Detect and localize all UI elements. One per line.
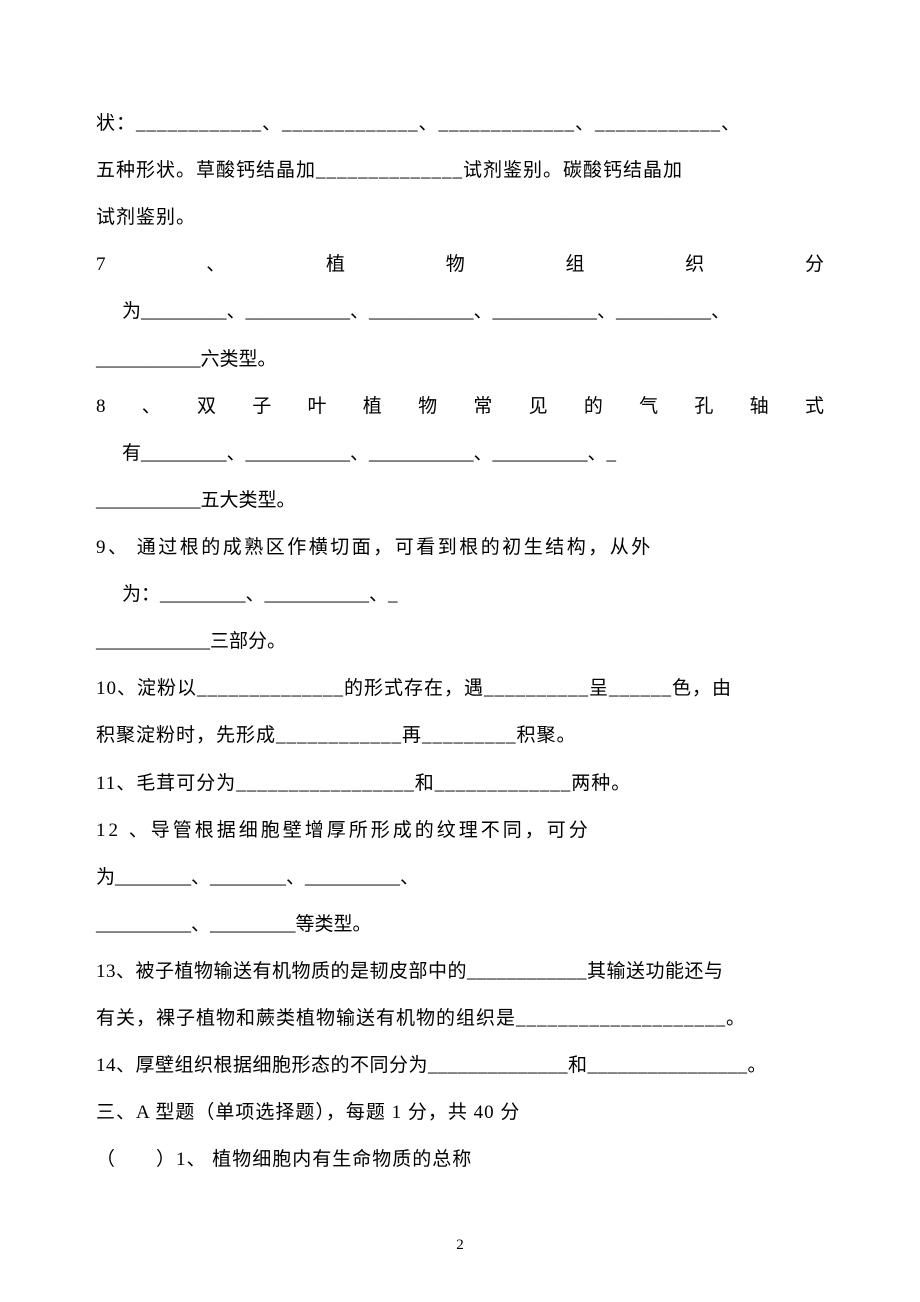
spread-char: 8	[96, 383, 106, 430]
question-10-line-1: 10、淀粉以______________的形式存在，遇__________呈__…	[96, 665, 824, 712]
question-9-line-1: 9、 通过根的成熟区作横切面，可看到根的初生结构，从外	[96, 524, 824, 571]
spread-char: 常	[473, 383, 492, 430]
spread-char: 叶	[308, 383, 327, 430]
question-14-line-1: 14、厚壁组织根据细胞形态的不同分为______________和_______…	[96, 1042, 824, 1089]
spread-char: 分	[805, 241, 824, 288]
page-number: 2	[456, 1237, 464, 1254]
spread-char: 子	[252, 383, 271, 430]
spread-char: 物	[418, 383, 437, 430]
spread-char: 7	[96, 241, 106, 288]
spread-char: 植	[363, 383, 382, 430]
question-8-line-2: 有_________、___________、___________、_____…	[96, 430, 824, 477]
spread-char: 织	[685, 241, 704, 288]
spread-char: 孔	[694, 383, 713, 430]
question-10-line-2: 积聚淀粉时，先形成____________再_________积聚。	[96, 712, 824, 759]
question-13-line-1: 13、被子植物输送有机物质的是韧皮部中的____________其输送功能还与	[96, 948, 824, 995]
question-6-line-3: 试剂鉴别。	[96, 194, 824, 241]
question-13-line-2: 有关，裸子植物和蕨类植物输送有机物的组织是___________________…	[96, 995, 824, 1042]
question-11-line-1: 11、毛茸可分为_________________和_____________两…	[96, 760, 824, 807]
spread-char: 式	[805, 383, 824, 430]
question-12-line-2: 为________、________、__________、	[96, 854, 824, 901]
question-8-line-3: ___________五大类型。	[96, 477, 824, 524]
question-12-line-1: 12 、导管根据细胞壁增厚所形成的纹理不同，可分	[96, 807, 824, 854]
spread-char: 物	[446, 241, 465, 288]
question-7-line-3: ___________六类型。	[96, 336, 824, 383]
spread-char: 、	[206, 241, 225, 288]
spread-char: 双	[197, 383, 216, 430]
spread-char: 气	[639, 383, 658, 430]
multiple-choice-question-1: （ ）1、 植物细胞内有生命物质的总称	[96, 1136, 824, 1183]
question-9-line-2: 为：_________、___________、_	[96, 571, 824, 618]
question-7-line-2: 为_________、___________、___________、_____…	[96, 288, 824, 335]
section-3-title: 三、A 型题（单项选择题），每题 1 分，共 40 分	[96, 1089, 824, 1136]
spread-char: 植	[326, 241, 345, 288]
spread-char: 的	[584, 383, 603, 430]
spread-char: 轴	[750, 383, 769, 430]
question-9-line-3: ____________三部分。	[96, 618, 824, 665]
question-8-line-1: 8 、双子叶植物常见的气孔轴式	[96, 383, 824, 430]
question-7-line-1: 7 、 植 物 组 织 分	[96, 241, 824, 288]
document-content: 状：____________、_____________、___________…	[0, 0, 920, 1244]
question-6-line-1: 状：____________、_____________、___________…	[96, 100, 824, 147]
question-6-line-2: 五种形状。草酸钙结晶加______________试剂鉴别。碳酸钙结晶加	[96, 147, 824, 194]
spread-char: 、	[142, 383, 161, 430]
question-12-line-3: __________、_________等类型。	[96, 901, 824, 948]
spread-char: 见	[529, 383, 548, 430]
spread-char: 组	[565, 241, 584, 288]
